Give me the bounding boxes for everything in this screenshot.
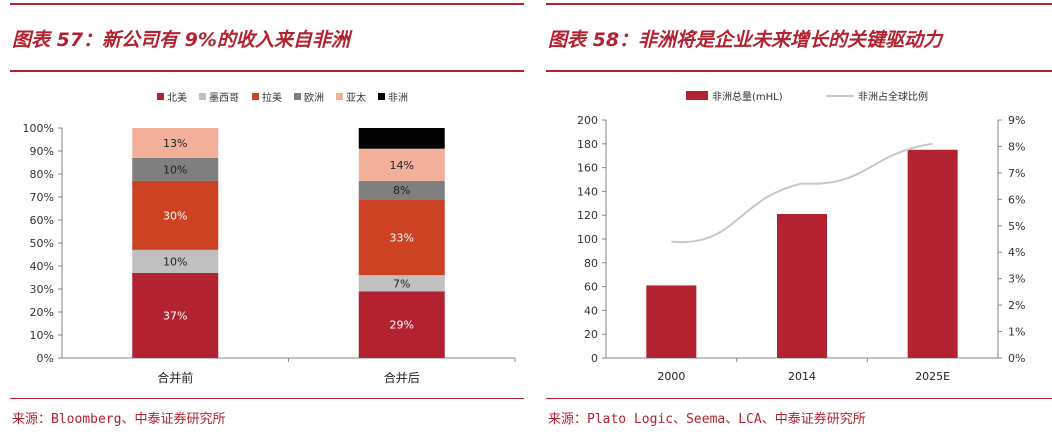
right-chart-panel: 图表 58：非洲将是企业未来增长的关键驱动力 非洲总量(mHL) 非洲占全球比例 0… [536, 0, 1052, 436]
y2-tick-label: 2% [1008, 299, 1025, 312]
y-tick-label: 0% [37, 352, 54, 365]
y-tick-label: 40 [584, 304, 598, 317]
bar-segment [358, 199, 445, 276]
y-tick-label: 120 [577, 209, 598, 222]
x-tick-label: 2025E [915, 370, 950, 383]
legend-label: 非洲总量(mHL) [712, 90, 783, 103]
y2-tick-label: 8% [1008, 140, 1025, 153]
title-rule [546, 70, 1052, 72]
y-tick-label: 180 [577, 138, 598, 151]
data-label: 10% [163, 163, 187, 176]
legend-swatch [252, 93, 259, 100]
legend-label: 欧洲 [304, 92, 324, 104]
bar-segment [132, 128, 219, 158]
chart-title: 图表 57：新公司有 9%的收入来自非洲 [12, 29, 350, 51]
y-tick-label: 40% [30, 260, 54, 273]
stacked-bar-chart: 北美 墨西哥 拉美 欧洲 亚太 非洲 0% 10% 20% 30% 40% 50% 60% 70% 80% 9… [23, 91, 516, 385]
bar-segment [132, 180, 219, 250]
bar-segment [358, 128, 445, 149]
bar [777, 214, 827, 358]
bar-segment [358, 275, 445, 292]
y2-tick-label: 3% [1008, 273, 1025, 286]
bottom-rule [10, 398, 524, 399]
legend-swatch [378, 93, 385, 100]
legend-swatch [294, 93, 301, 100]
data-label: 14% [390, 159, 414, 172]
legend-swatch [686, 91, 708, 100]
legend-swatch [157, 93, 164, 100]
y-tick-label: 80% [30, 168, 54, 181]
y-tick-label: 80 [584, 257, 598, 270]
data-label: 7% [393, 277, 410, 290]
bar-segment [358, 291, 445, 358]
legend-label: 拉美 [262, 91, 282, 104]
y-tick-label: 20 [584, 328, 598, 341]
bar-segment [358, 180, 445, 200]
y-tick-label: 0 [591, 352, 598, 365]
x-tick-label: 合并后 [384, 370, 420, 385]
data-label: 29% [390, 319, 414, 332]
bottom-rule [546, 398, 1052, 399]
x-tick-label: 合并前 [157, 370, 193, 385]
data-label: 10% [163, 255, 187, 268]
y2-tick-label: 9% [1008, 114, 1025, 127]
top-rule [546, 3, 1052, 5]
legend-label: 亚太 [346, 91, 366, 104]
legend-label: 北美 [167, 91, 187, 104]
bar-line-combo-chart: 非洲总量(mHL) 非洲占全球比例 0 20 40 60 80 100 120 140 160 180… [577, 90, 1025, 383]
data-label: 30% [163, 209, 187, 222]
y-tick-label: 70% [30, 191, 54, 204]
y-tick-label: 30% [30, 283, 54, 296]
y-tick-label: 100% [23, 122, 54, 135]
y2-tick-label: 1% [1008, 326, 1025, 339]
data-label: 8% [393, 184, 410, 197]
legend-label: 非洲占全球比例 [858, 90, 928, 103]
x-tick-label: 2000 [657, 370, 685, 383]
y-tick-label: 90% [30, 145, 54, 158]
top-rule [10, 3, 524, 5]
y-tick-label: 140 [577, 185, 598, 198]
title-rule [10, 70, 524, 72]
bar-segment [132, 157, 219, 181]
y-tick-label: 60 [584, 281, 598, 294]
y2-tick-label: 6% [1008, 193, 1025, 206]
chart-title: 图表 58：非洲将是企业未来增长的关键驱动力 [548, 29, 943, 51]
y2-tick-label: 4% [1008, 246, 1025, 259]
y-tick-label: 60% [30, 214, 54, 227]
legend-swatch [336, 93, 343, 100]
y-tick-label: 200 [577, 114, 598, 127]
data-label: 37% [163, 309, 187, 322]
y2-tick-label: 0% [1008, 352, 1025, 365]
legend-swatch [199, 93, 206, 100]
series-line [671, 142, 933, 244]
data-label: 13% [163, 137, 187, 150]
y2-tick-label: 5% [1008, 220, 1025, 233]
x-tick-label: 2014 [788, 370, 816, 383]
y-tick-label: 20% [30, 306, 54, 319]
left-chart-panel: 图表 57：新公司有 9%的收入来自非洲 北美 墨西哥 拉美 欧洲 亚太 非洲 0% 10% 2… [0, 0, 524, 436]
bar-segment [132, 272, 219, 358]
y2-tick-label: 7% [1008, 167, 1025, 180]
bar [907, 149, 958, 358]
source-note: 来源：Bloomberg、中泰证券研究所 [12, 412, 226, 427]
bar-segment [358, 148, 445, 181]
legend-label: 墨西哥 [209, 92, 239, 104]
y-tick-label: 100 [577, 233, 598, 246]
data-label: 33% [390, 231, 414, 244]
y-tick-label: 160 [577, 162, 598, 175]
source-note: 来源：Plato Logic、Seema、LCA、中泰证券研究所 [548, 412, 866, 427]
y-tick-label: 50% [30, 237, 54, 250]
bar-segment [132, 249, 219, 273]
y-tick-label: 10% [30, 329, 54, 342]
legend-label: 非洲 [388, 92, 408, 104]
bar [646, 285, 697, 358]
